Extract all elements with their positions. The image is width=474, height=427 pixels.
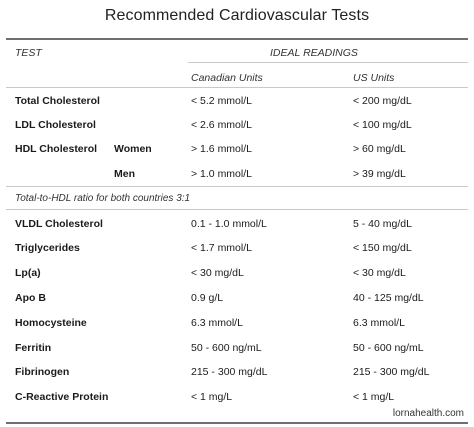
table-cell-canadian: < 5.2 mmol/L	[191, 95, 252, 107]
table-cell-canadian: > 1.6 mmol/L	[191, 143, 252, 155]
table-cell-test: Lp(a)	[15, 267, 41, 279]
table-cell-canadian: 0.9 g/L	[191, 292, 224, 304]
table-cell-test: Fibrinogen	[15, 366, 70, 378]
header-canadian-units: Canadian Units	[191, 72, 263, 84]
table-cell-canadian: < 2.6 mmol/L	[191, 119, 252, 131]
table-cell-canadian: 50 - 600 ng/mL	[191, 342, 262, 354]
table-cell-test: Total Cholesterol	[15, 95, 100, 107]
header-test: TEST	[15, 47, 42, 59]
ratio-note: Total-to-HDL ratio for both countries 3:…	[15, 193, 191, 204]
header-ideal-readings: IDEAL READINGS	[270, 47, 358, 59]
table-cell-canadian: < 1 mg/L	[191, 391, 233, 403]
table-cell-test: HDL Cholesterol	[15, 143, 98, 155]
table-cell-test: Homocysteine	[15, 317, 87, 329]
table-cell-us: < 200 mg/dL	[353, 95, 412, 107]
page-title: Recommended Cardiovascular Tests	[104, 7, 370, 24]
table-cell-canadian: 0.1 - 1.0 mmol/L	[191, 218, 267, 230]
header-divider	[188, 62, 468, 63]
table-cell-test: VLDL Cholesterol	[15, 218, 103, 230]
table-cell-us: 6.3 mmol/L	[353, 317, 405, 329]
table-cell-test: Ferritin	[15, 342, 52, 354]
table-cell-us: > 60 mg/dL	[353, 143, 406, 155]
table-cell-us: < 100 mg/dL	[353, 119, 412, 131]
table-cell-us: < 30 mg/dL	[353, 267, 406, 279]
header-bottom-rule	[6, 87, 468, 88]
table-cell-us: 5 - 40 mg/dL	[353, 218, 412, 230]
site-watermark: lornahealth.com	[392, 408, 464, 419]
table-cell-test: Apo B	[15, 292, 46, 304]
table-cell-canadian: 215 - 300 mg/dL	[191, 366, 268, 378]
table-cell-us: > 39 mg/dL	[353, 168, 406, 180]
table-cell-us: 215 - 300 mg/dL	[353, 366, 430, 378]
header-us-units: US Units	[353, 72, 395, 84]
table-cell-canadian: > 1.0 mmol/L	[191, 168, 252, 180]
table-cell-test: C-Reactive Protein	[15, 391, 109, 403]
note-bottom-rule	[6, 209, 468, 210]
table-cell-us: 50 - 600 ng/mL	[353, 342, 424, 354]
note-top-rule	[6, 186, 468, 187]
table-cell-us: < 150 mg/dL	[353, 242, 412, 254]
table-cell-subgroup: Men	[114, 168, 135, 180]
table-cell-canadian: < 1.7 mmol/L	[191, 242, 252, 254]
table-frame	[6, 38, 468, 424]
table-cell-subgroup: Women	[114, 143, 152, 155]
table-cell-us: 40 - 125 mg/dL	[353, 292, 424, 304]
table-cell-test: Triglycerides	[15, 242, 80, 254]
table-cell-test: LDL Cholesterol	[15, 119, 96, 131]
table-cell-canadian: < 30 mg/dL	[191, 267, 244, 279]
table-cell-canadian: 6.3 mmol/L	[191, 317, 243, 329]
table-cell-us: < 1 mg/L	[353, 391, 395, 403]
